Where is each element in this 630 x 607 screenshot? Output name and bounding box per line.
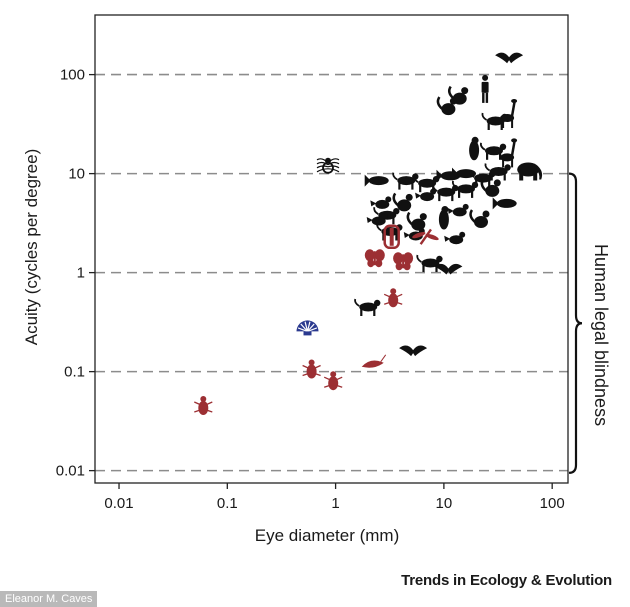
y-tick-label: 10 xyxy=(68,166,85,183)
x-tick-label: 10 xyxy=(436,495,453,512)
gridlines xyxy=(95,73,568,472)
mouse-icon xyxy=(416,254,443,272)
butterfly-icon xyxy=(364,249,385,268)
fish-2-icon xyxy=(436,169,461,182)
ant-icon xyxy=(323,371,343,391)
rodent-icon xyxy=(354,298,381,316)
data-points xyxy=(194,52,543,415)
ostrich-icon xyxy=(500,138,518,168)
dragonfly-icon xyxy=(412,228,439,245)
human-icon xyxy=(481,74,489,103)
x-tick-label: 1 xyxy=(331,495,339,512)
bee-icon xyxy=(383,288,403,308)
journal-name: Trends in Ecology & Evolution xyxy=(401,572,612,589)
moth-icon xyxy=(393,252,414,271)
image-credit: Eleanor M. Caves xyxy=(0,591,98,607)
plot-frame xyxy=(94,14,569,484)
x-tick-label: 100 xyxy=(540,495,565,512)
dolphin-icon xyxy=(492,197,517,210)
dog-icon xyxy=(392,172,419,190)
cat-2-icon xyxy=(484,163,511,181)
plot-border xyxy=(94,14,569,484)
bat-icon xyxy=(399,345,428,357)
penguin-icon xyxy=(469,136,480,161)
bracket-shape xyxy=(568,172,583,474)
scallop-icon xyxy=(296,320,319,336)
elephant-icon xyxy=(517,162,543,181)
bird-icon xyxy=(370,196,392,209)
shrimp-icon xyxy=(361,354,387,368)
bird-6-icon xyxy=(444,231,466,245)
mantis-icon xyxy=(383,224,400,250)
axis-ticks: 0.01 0.1 1 10 100 0.01 0.1 1 10 100 xyxy=(56,67,565,512)
rabbit-icon xyxy=(480,178,501,197)
squirrel-2-icon xyxy=(406,211,427,231)
spider-icon xyxy=(316,157,340,174)
bracket-label: Human legal blindness xyxy=(591,244,611,426)
bird-2-icon xyxy=(415,188,437,202)
x-axis-title: Eye diameter (mm) xyxy=(255,526,400,545)
squirrel-icon xyxy=(392,192,413,212)
monkey-icon xyxy=(436,96,457,116)
x-tick-label: 0.1 xyxy=(217,495,238,512)
camel-icon xyxy=(479,142,507,160)
beetle-icon xyxy=(194,396,213,415)
y-tick-label: 100 xyxy=(60,67,85,84)
cheetah-icon xyxy=(481,112,508,130)
y-tick-label: 1 xyxy=(77,265,85,282)
raccoon-icon xyxy=(469,209,490,228)
eagle-icon xyxy=(495,52,524,64)
bird-3-icon xyxy=(447,203,469,217)
bird-4-icon xyxy=(366,213,388,226)
y-tick-label: 0.01 xyxy=(56,463,85,480)
fish-icon xyxy=(364,174,389,187)
blindness-bracket xyxy=(568,172,583,474)
y-axis-title: Acuity (cycles per degree) xyxy=(22,149,41,346)
x-tick-label: 0.01 xyxy=(104,495,133,512)
bat-2-icon xyxy=(434,263,463,275)
owl-icon xyxy=(438,206,449,230)
fox-icon xyxy=(432,183,459,202)
y-tick-label: 0.1 xyxy=(64,364,85,381)
fly-icon xyxy=(302,359,321,379)
